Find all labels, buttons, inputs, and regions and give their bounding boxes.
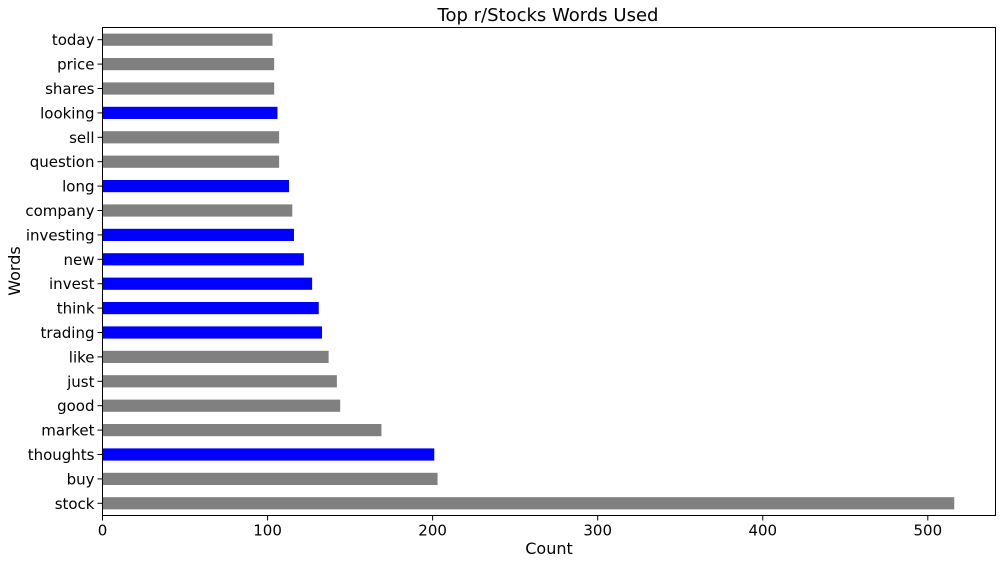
bars — [102, 33, 955, 510]
y-tick-label: new — [63, 251, 94, 269]
y-tick-label: shares — [45, 80, 95, 98]
bar-market — [102, 424, 382, 437]
x-tick-label: 500 — [914, 522, 943, 540]
bar-just — [102, 375, 337, 388]
bar-buy — [102, 472, 438, 485]
y-tick-label: just — [66, 373, 94, 391]
y-tick-label: company — [25, 202, 94, 220]
y-tick-label: invest — [49, 275, 95, 293]
y-tick-label: market — [41, 422, 94, 440]
chart-title: Top r/Stocks Words Used — [437, 5, 659, 26]
y-tick-label: think — [57, 300, 95, 318]
bar-trading — [102, 326, 323, 339]
bar-company — [102, 204, 293, 217]
bar-investing — [102, 228, 294, 241]
bar-invest — [102, 277, 313, 290]
x-tick-label: 300 — [583, 522, 612, 540]
bar-looking — [102, 106, 278, 119]
y-tick-label: trading — [41, 324, 95, 342]
y-tick-label: sell — [69, 129, 94, 147]
bar-price — [102, 58, 275, 71]
x-tick-label: 100 — [253, 522, 282, 540]
y-tick-label: investing — [26, 226, 95, 244]
y-tick-label: long — [62, 178, 94, 196]
bar-think — [102, 302, 319, 315]
x-tick-label: 400 — [748, 522, 777, 540]
y-tick-label: like — [69, 348, 95, 366]
x-tick-label: 200 — [418, 522, 447, 540]
bar-like — [102, 350, 329, 363]
bar-question — [102, 155, 280, 168]
x-axis-label: Count — [525, 539, 573, 558]
y-tick-label: today — [52, 31, 95, 49]
bar-stock — [102, 497, 955, 510]
y-tick-label: question — [30, 153, 95, 171]
bar-sell — [102, 131, 280, 144]
plot-frame — [102, 27, 996, 516]
y-tick-label: stock — [55, 495, 95, 513]
bar-new — [102, 253, 304, 266]
bar-long — [102, 180, 290, 193]
y-tick-label: buy — [67, 470, 95, 488]
x-axis-ticks: 0 100 200 300 400 500 — [98, 515, 943, 540]
y-tick-label: price — [57, 56, 94, 74]
y-tick-label: looking — [40, 104, 94, 122]
bar-shares — [102, 82, 275, 95]
bar-thoughts — [102, 448, 435, 461]
y-axis-ticks: stock buy thoughts market good just like tradin… — [25, 31, 103, 513]
bar-good — [102, 399, 341, 412]
x-tick-label: 0 — [98, 522, 108, 540]
bar-today — [102, 33, 273, 46]
y-tick-label: thoughts — [28, 446, 95, 464]
y-tick-label: good — [57, 397, 94, 415]
y-axis-label: Words — [5, 246, 24, 295]
